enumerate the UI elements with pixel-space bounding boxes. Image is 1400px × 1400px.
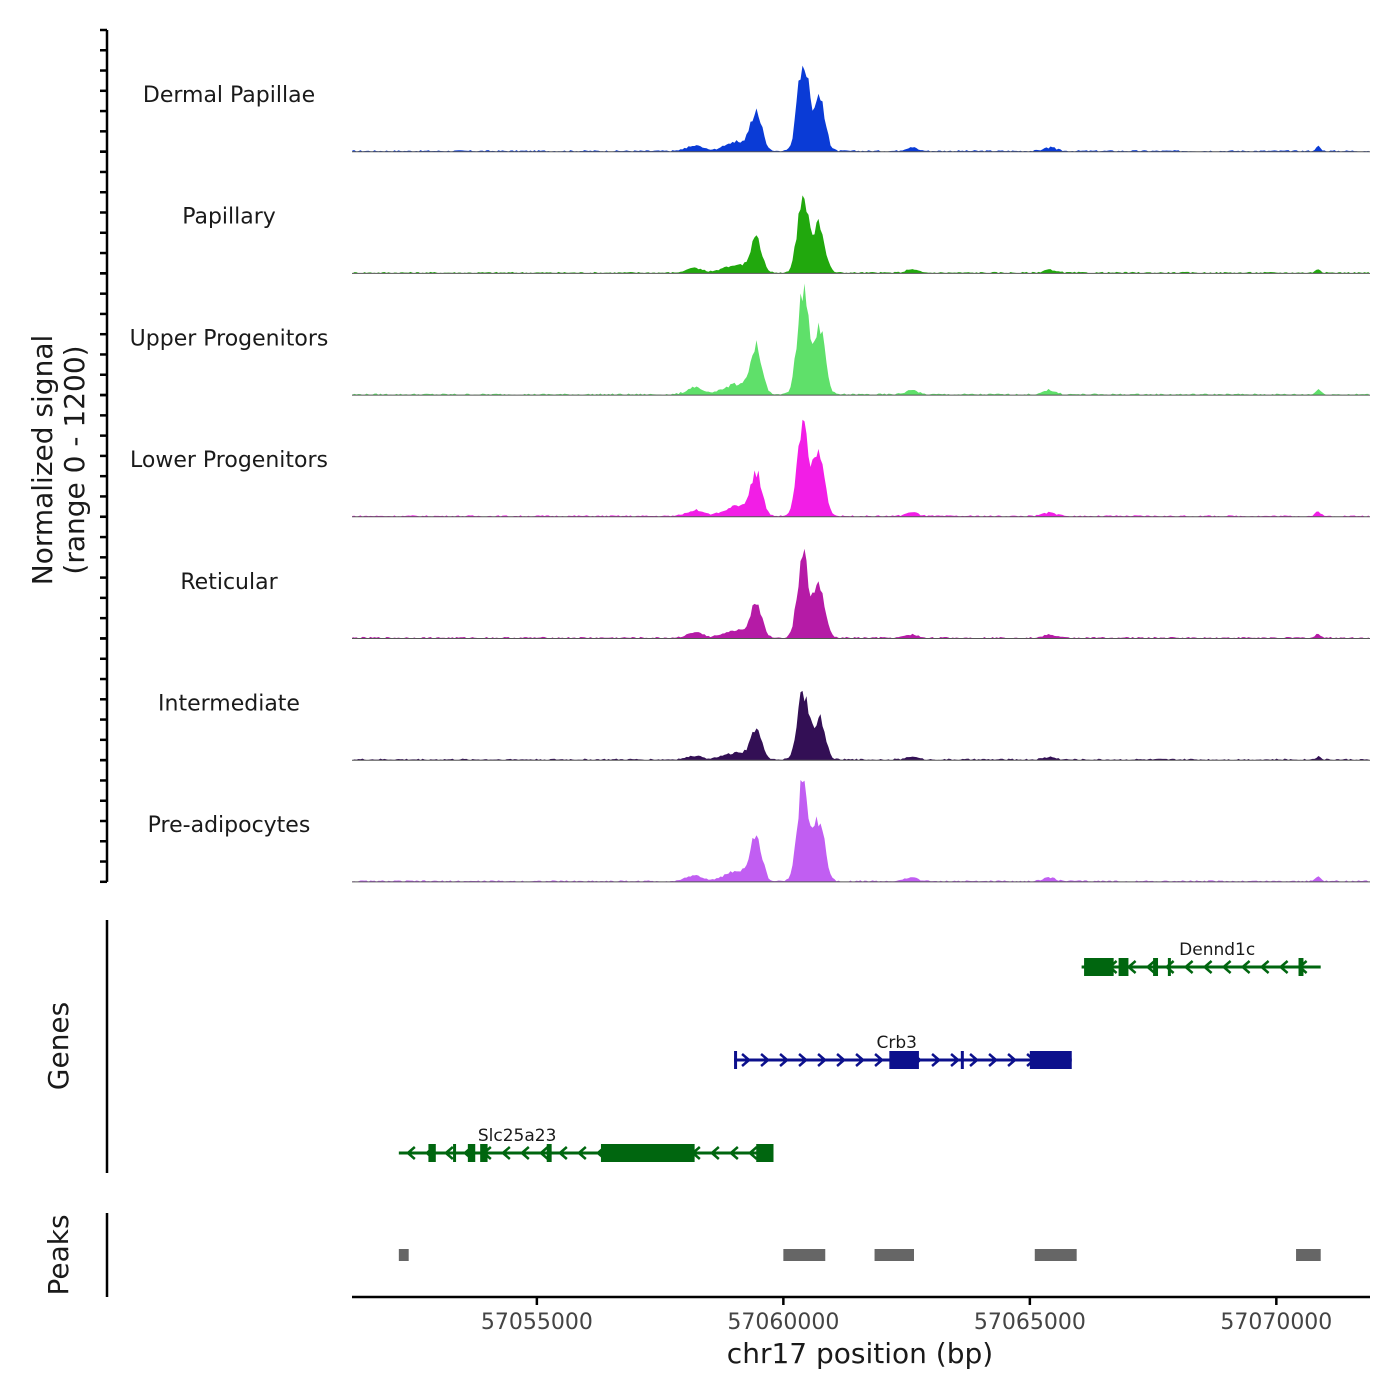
track-dermal-papillae: Dermal Papillae [143,65,1370,153]
peak-region [1296,1249,1321,1261]
exon [546,1144,552,1162]
gene-slc25a23: Slc25a23 [398,1126,774,1162]
peak-region [874,1249,914,1261]
exon [453,1144,457,1162]
signal-tracks: Dermal Papillae Papillary Upper Progenitor… [130,65,1370,883]
exon [1084,958,1114,976]
strand-arrow [855,1053,865,1067]
x-tick-label: 57060000 [727,1310,839,1335]
strand-arrow [728,1146,739,1160]
peak-region [783,1249,826,1261]
signal-area [352,548,1369,639]
track-label: Papillary [182,205,276,230]
strand-arrow [1183,960,1194,974]
strand-arrow [1164,960,1175,974]
strand-arrow [500,1146,511,1160]
x-tick-label: 57070000 [1220,1310,1332,1335]
exon [960,1051,964,1069]
peak-regions [398,1249,1321,1261]
exon [1167,958,1171,976]
exon [1153,958,1159,976]
signal-y-axis [100,28,109,884]
strand-arrow [443,1146,454,1160]
y-axis-title: Normalized signal [26,335,59,586]
exon [480,1144,488,1162]
strand-arrow [1007,1053,1017,1067]
track-label: Dermal Papillae [143,83,315,108]
strand-arrow [798,1053,808,1067]
x-tick-label: 57055000 [481,1310,593,1335]
track-label: Pre-adipocytes [148,813,311,838]
strand-arrow [405,1146,416,1160]
strand-arrow [538,1146,549,1160]
exon [428,1144,436,1162]
gene-name: Dennd1c [1179,940,1255,960]
strand-arrow [747,1146,758,1160]
signal-area [352,283,1369,396]
strand-arrow [1202,960,1213,974]
track-label: Lower Progenitors [130,448,328,473]
strand-arrow [931,1053,941,1067]
strand-arrow [1221,960,1232,974]
strand-arrow [760,1053,770,1067]
y-axis-subtitle: (range 0 - 1200) [58,345,91,574]
signal-area [352,65,1369,152]
strand-arrow [1259,960,1270,974]
gene-annotations: Dennd1c Crb3 Slc25a23 [398,940,1321,1162]
exon [600,1144,695,1162]
strand-arrow [950,1053,960,1067]
track-label: Upper Progenitors [130,326,329,351]
track-lower-progenitors: Lower Progenitors [130,419,1370,518]
exon [1029,1051,1072,1069]
peak-region [1034,1249,1077,1261]
strand-arrow [988,1053,998,1067]
track-label: Reticular [180,570,278,595]
strand-arrow [874,1053,884,1067]
track-papillary: Papillary [182,195,1370,274]
peaks-panel-label: Peaks [42,1214,75,1295]
strand-arrow [836,1053,846,1067]
track-reticular: Reticular [180,548,1370,639]
strand-arrow [817,1053,827,1067]
strand-arrow [1126,960,1137,974]
track-upper-progenitors: Upper Progenitors [130,283,1370,396]
strand-arrow [576,1146,587,1160]
gene-name: Crb3 [877,1033,917,1053]
x-tick-label: 57065000 [974,1310,1086,1335]
gene-crb3: Crb3 [734,1033,1072,1069]
gene-dennd1c: Dennd1c [1081,940,1321,976]
strand-arrow [1278,960,1289,974]
signal-area [352,419,1369,517]
exon [756,1144,774,1162]
exon [1298,958,1304,976]
exon [734,1051,738,1069]
exon [889,1051,919,1069]
track-label: Intermediate [158,692,300,717]
strand-arrow [519,1146,530,1160]
strand-arrow [741,1053,751,1067]
track-pre-adipocytes: Pre-adipocytes [148,780,1370,883]
x-axis-title: chr17 position (bp) [727,1337,993,1370]
strand-arrow [557,1146,568,1160]
strand-arrow [779,1053,789,1067]
signal-area [352,690,1369,761]
track-intermediate: Intermediate [158,690,1370,761]
peak-region [398,1249,409,1261]
exon [1118,958,1129,976]
strand-arrow [969,1053,979,1067]
signal-area [352,780,1369,882]
gene-name: Slc25a23 [478,1126,557,1146]
strand-arrow [709,1146,720,1160]
exon [467,1144,476,1162]
genes-panel-label: Genes [42,1002,75,1090]
x-axis: 57055000 57060000 57065000 57070000 [352,1295,1370,1335]
strand-arrow [1145,960,1156,974]
strand-arrow [1240,960,1251,974]
signal-area [352,195,1369,274]
